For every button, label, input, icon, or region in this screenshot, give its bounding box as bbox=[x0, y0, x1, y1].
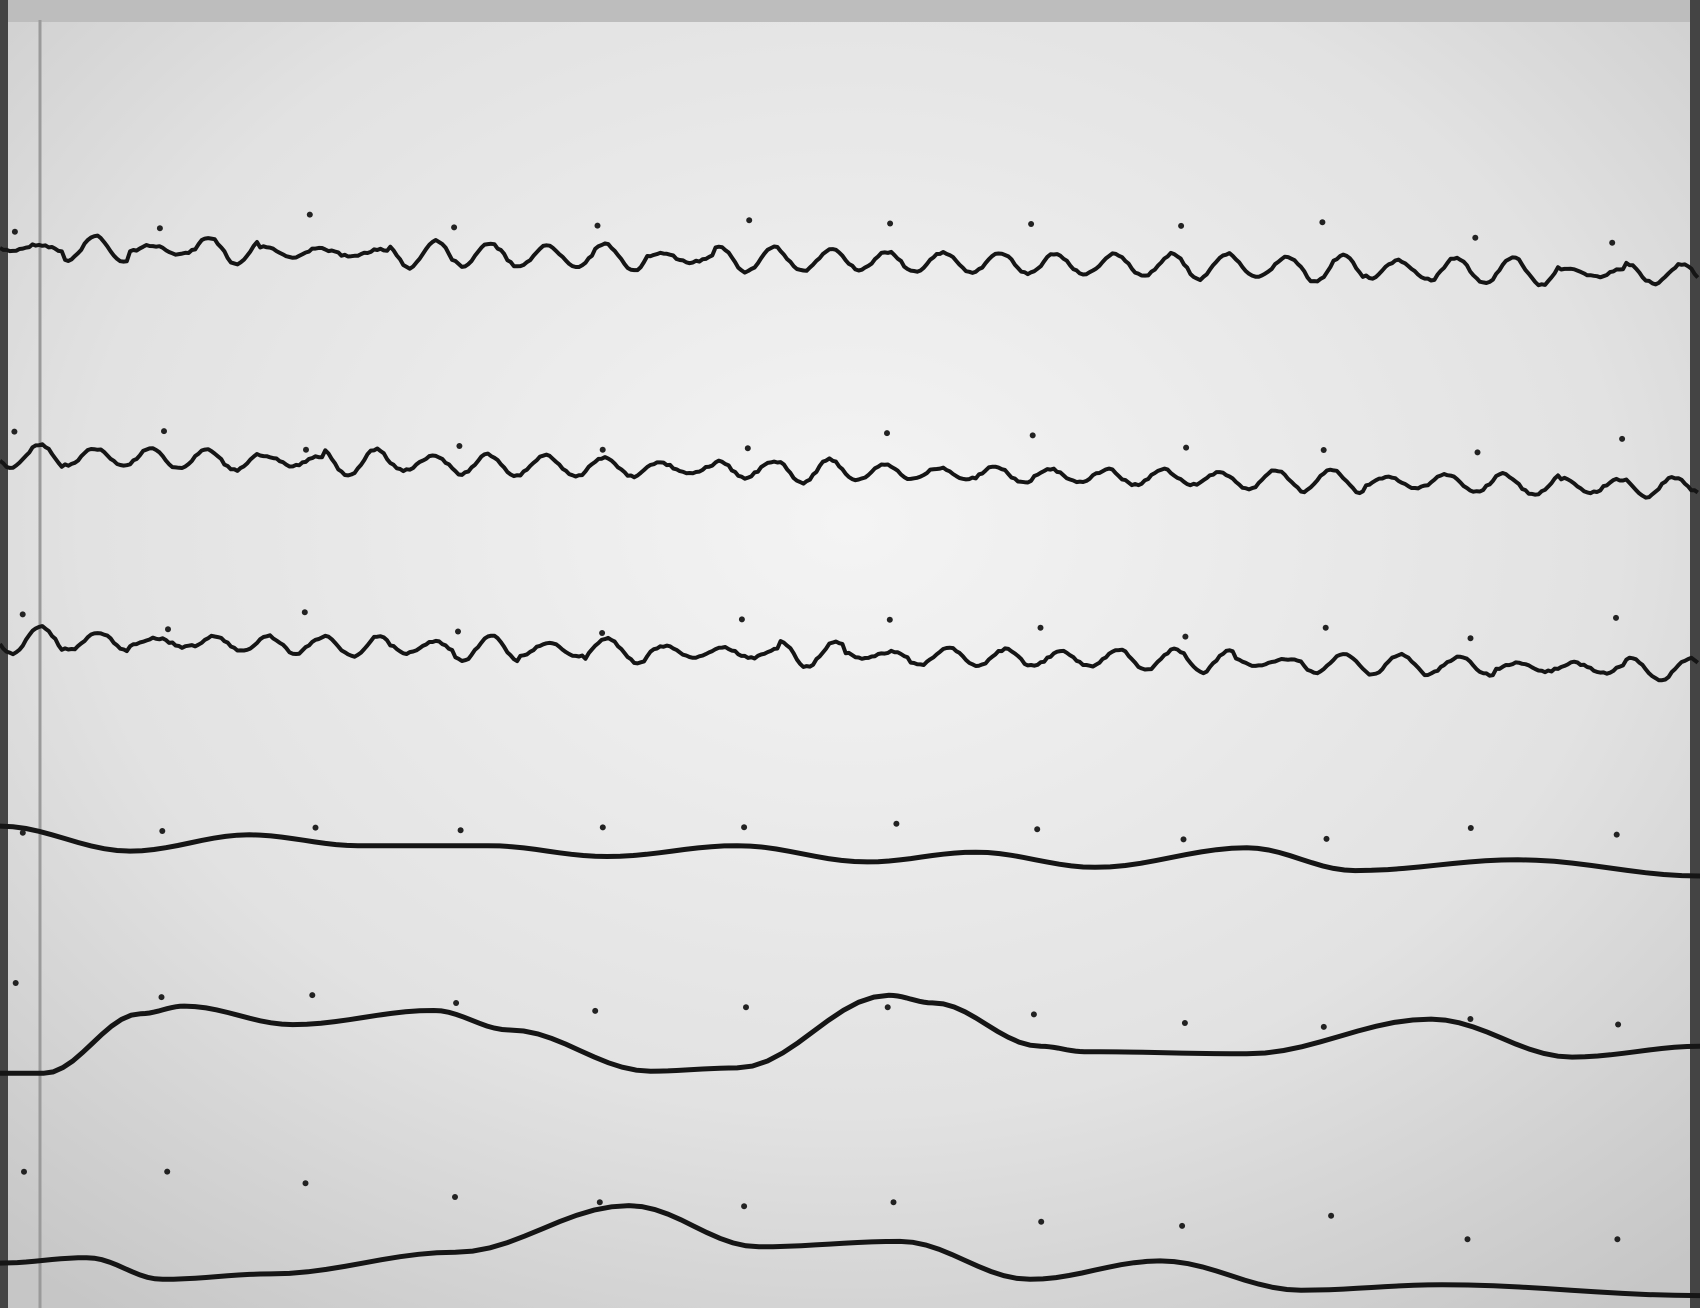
timing-dot bbox=[302, 1180, 309, 1187]
timing-dot bbox=[1183, 444, 1190, 451]
timing-dot bbox=[1181, 1020, 1188, 1026]
timing-dot bbox=[1467, 1016, 1474, 1022]
trace bbox=[0, 233, 1700, 288]
timing-dot bbox=[11, 428, 18, 435]
timing-dot bbox=[1328, 1212, 1335, 1219]
trace bbox=[0, 1203, 1700, 1299]
timing-dot bbox=[1320, 1023, 1327, 1030]
timing-dot bbox=[158, 994, 165, 1001]
timing-dot bbox=[1178, 222, 1185, 229]
timing-dot bbox=[1474, 449, 1481, 456]
timing-dot bbox=[309, 992, 316, 999]
timing-dot bbox=[312, 824, 319, 831]
timing-dot bbox=[884, 430, 890, 437]
timing-dot bbox=[1467, 825, 1474, 831]
timing-dot bbox=[890, 1199, 897, 1206]
timing-dot bbox=[893, 820, 900, 827]
timing-dot bbox=[1322, 624, 1329, 631]
left-edge bbox=[0, 0, 8, 1308]
timing-dot bbox=[19, 611, 26, 618]
timing-dot bbox=[1320, 447, 1327, 453]
timing-dot bbox=[884, 1004, 891, 1011]
trace bbox=[0, 442, 1699, 500]
timing-dot bbox=[1034, 826, 1041, 833]
timing-dot bbox=[453, 1000, 460, 1006]
timing-dot bbox=[599, 446, 606, 453]
timing-dot bbox=[1180, 836, 1187, 843]
timing-dot bbox=[1613, 614, 1619, 621]
timing-dot bbox=[11, 228, 18, 235]
timing-dot bbox=[451, 224, 458, 231]
timing-dot bbox=[161, 428, 167, 435]
timing-dot bbox=[741, 824, 748, 831]
timing-dot bbox=[1029, 432, 1036, 439]
timing-dot bbox=[1030, 1011, 1037, 1018]
timing-dot bbox=[746, 217, 753, 224]
timing-dot bbox=[1467, 635, 1474, 642]
timing-dot bbox=[1028, 221, 1035, 227]
right-edge bbox=[1690, 0, 1700, 1308]
timing-dot bbox=[306, 211, 313, 218]
timing-dot bbox=[886, 616, 893, 623]
timing-dot bbox=[599, 630, 606, 636]
timing-dot bbox=[455, 628, 461, 635]
timing-dot bbox=[1182, 633, 1189, 640]
timing-dot bbox=[452, 1194, 458, 1200]
timing-dot bbox=[19, 829, 26, 836]
timing-dot bbox=[457, 827, 464, 834]
trace bbox=[0, 992, 1700, 1076]
trace bbox=[0, 823, 1700, 879]
timing-dot bbox=[741, 1203, 748, 1210]
timing-dot bbox=[1464, 1236, 1471, 1243]
timing-dot bbox=[887, 220, 894, 227]
timing-dot bbox=[1038, 1218, 1045, 1225]
timing-dot bbox=[156, 225, 163, 232]
timing-dot bbox=[1609, 239, 1616, 246]
timing-dot bbox=[599, 824, 606, 831]
timing-dot bbox=[12, 980, 19, 986]
timing-dot bbox=[592, 1007, 599, 1014]
timing-dot bbox=[165, 626, 171, 633]
timing-dot bbox=[744, 445, 751, 452]
timing-dot bbox=[1037, 624, 1044, 631]
timing-dot bbox=[1615, 1021, 1622, 1028]
traces bbox=[0, 211, 1700, 1299]
timing-dot bbox=[596, 1199, 603, 1206]
timing-dot bbox=[164, 1168, 171, 1175]
timing-dot bbox=[456, 443, 463, 449]
timing-dot bbox=[1614, 1236, 1621, 1243]
timing-dot bbox=[743, 1004, 749, 1011]
timing-dot bbox=[301, 609, 308, 616]
timing-dot bbox=[738, 616, 745, 623]
timing-dot bbox=[1323, 835, 1330, 842]
timing-dot bbox=[303, 446, 309, 453]
top-edge bbox=[0, 0, 1700, 22]
timing-dot bbox=[1179, 1222, 1186, 1229]
trace bbox=[0, 624, 1700, 683]
timing-dot bbox=[1319, 219, 1326, 226]
timing-dot bbox=[21, 1168, 27, 1175]
timing-dot bbox=[594, 222, 601, 229]
timing-dot bbox=[1619, 435, 1626, 442]
timing-dot bbox=[1472, 234, 1479, 241]
timing-dot bbox=[1613, 831, 1620, 838]
timing-dot bbox=[159, 828, 166, 834]
